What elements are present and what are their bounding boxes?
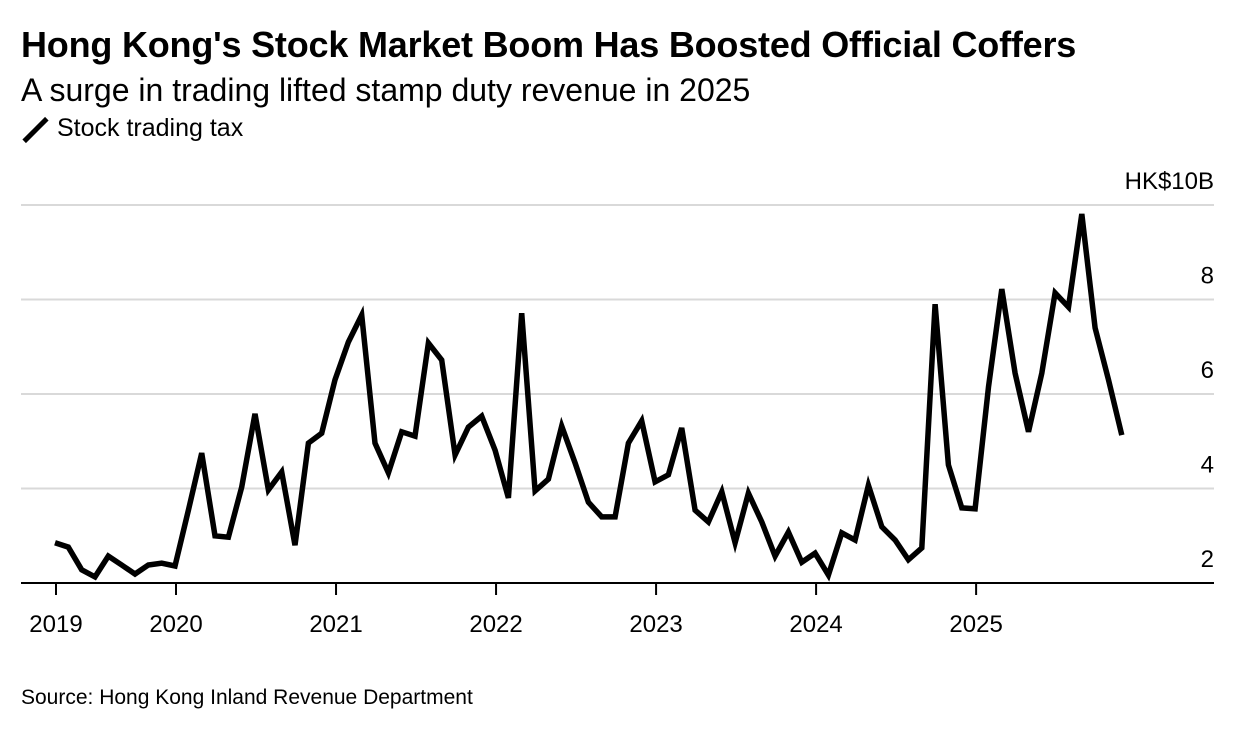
series-line-stock-trading-tax xyxy=(54,213,1125,582)
y-tick-label: 4 xyxy=(1201,452,1214,479)
y-tick-label: 6 xyxy=(1201,357,1214,384)
x-tick-label: 2023 xyxy=(629,611,682,638)
x-tick-label: 2025 xyxy=(949,611,1002,638)
y-tick-label: 2 xyxy=(1201,546,1214,573)
legend-label: Stock trading tax xyxy=(57,114,244,142)
x-tick-label: 2022 xyxy=(469,611,522,638)
y-tick-label: 8 xyxy=(1201,263,1214,290)
gridlines xyxy=(21,204,1214,490)
chart-subtitle: A surge in trading lifted stamp duty rev… xyxy=(21,72,751,108)
y-axis-labels: 2 4 6 8 HK$10B xyxy=(1125,168,1214,573)
chart-title: Hong Kong's Stock Market Boom Has Booste… xyxy=(21,24,1077,65)
x-tick-label: 2024 xyxy=(789,611,842,638)
x-tick-label: 2019 xyxy=(29,611,82,638)
y-tick-label: HK$10B xyxy=(1125,168,1214,195)
source-note: Source: Hong Kong Inland Revenue Departm… xyxy=(21,686,473,709)
x-tick-label: 2020 xyxy=(149,611,202,638)
legend: Stock trading tax xyxy=(21,114,243,143)
series xyxy=(54,213,1125,582)
x-axis: 2019 2020 2021 2022 2023 2024 2025 xyxy=(21,582,1214,638)
x-tick-label: 2021 xyxy=(309,611,362,638)
